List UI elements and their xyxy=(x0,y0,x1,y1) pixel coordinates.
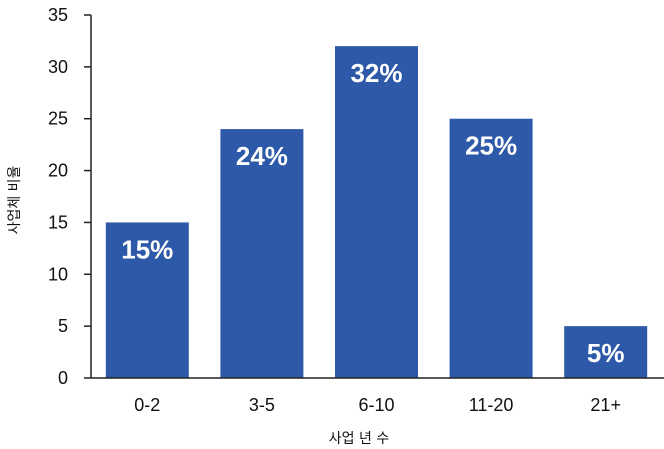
bar-data-label: 32% xyxy=(350,58,402,88)
bar-data-label: 24% xyxy=(236,141,288,171)
y-tick-label: 35 xyxy=(48,5,68,25)
x-axis-title: 사업 년 수 xyxy=(329,431,390,447)
y-tick-label: 0 xyxy=(58,368,68,388)
bar-data-label: 25% xyxy=(465,131,517,161)
y-tick-label: 25 xyxy=(48,109,68,129)
y-tick-label: 20 xyxy=(48,161,68,181)
x-axis: 0-2 3-5 6-10 11-20 21+ xyxy=(91,377,664,415)
x-tick-label: 0-2 xyxy=(134,395,160,415)
x-tick-label: 11-20 xyxy=(469,395,514,415)
bar-0-2 xyxy=(105,222,189,378)
x-tick-label: 3-5 xyxy=(249,395,275,415)
y-tick-label: 10 xyxy=(48,264,68,284)
bar-6-10 xyxy=(335,46,418,378)
bars: 15% 24% 32% 25% 5% xyxy=(105,46,648,378)
bar-data-label: 5% xyxy=(587,338,625,368)
x-tick-label: 6-10 xyxy=(358,395,394,415)
y-tick-label: 5 xyxy=(58,316,68,336)
y-axis-title: 사업체 비율 xyxy=(7,165,23,234)
bar-data-label: 15% xyxy=(121,234,173,264)
y-axis: 0 5 10 15 20 25 30 35 xyxy=(48,5,92,388)
y-tick-label: 30 xyxy=(48,57,68,77)
bar-11-20 xyxy=(449,118,533,378)
y-tick-label: 15 xyxy=(48,212,68,232)
x-tick-label: 21+ xyxy=(590,395,621,415)
bar-21+ xyxy=(564,326,648,378)
bar-3-5 xyxy=(220,129,304,378)
